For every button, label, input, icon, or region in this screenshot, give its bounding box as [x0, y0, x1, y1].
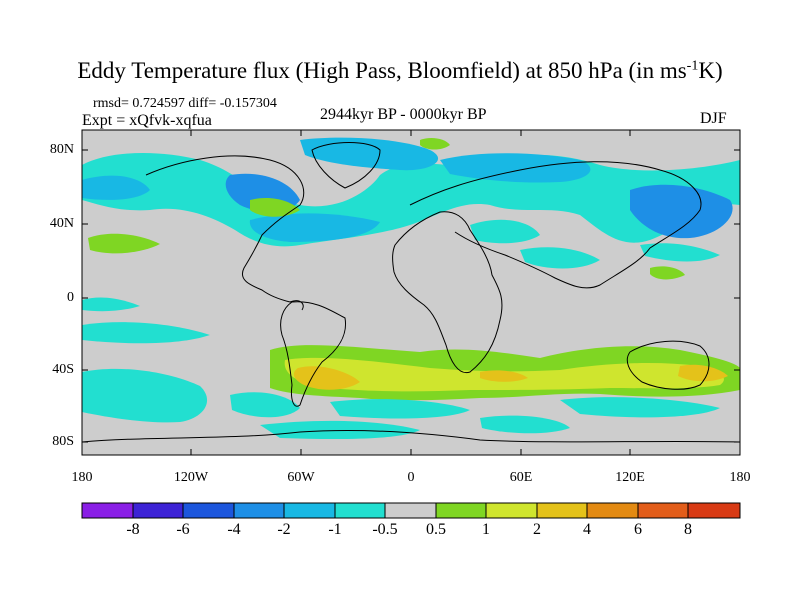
colorbar-swatch-6 [384, 502, 437, 519]
colorbar-label: -1 [328, 521, 342, 538]
lat-label: 80S [52, 434, 74, 449]
contour-antarctic [260, 420, 420, 440]
contour-south-orange-3 [480, 370, 528, 382]
colorbar-label: 0.5 [426, 521, 446, 538]
coast-eurasia [409, 161, 702, 289]
colorbar-swatch-10 [586, 502, 639, 519]
contour-north-green [420, 137, 450, 150]
experiment-label: Expt = xQfvk-xqfua [82, 112, 212, 129]
colorbar-label: -8 [126, 521, 140, 538]
plot-title: Eddy Temperature flux (High Pass, Bloomf… [77, 58, 723, 83]
lon-label: 60W [287, 470, 315, 485]
colorbar-swatch-11 [637, 502, 689, 519]
colorbar-label: -6 [176, 521, 190, 538]
colorbar-swatch-9 [536, 502, 588, 519]
lon-label: 120E [615, 470, 645, 485]
period-label: 2944kyr BP - 0000kyr BP [320, 106, 487, 123]
coast-greenland [311, 142, 381, 189]
colorbar-label: -0.5 [372, 521, 398, 538]
contour-arabian [520, 247, 600, 269]
colorbar-label: 1 [482, 521, 490, 538]
colorbar-label: 8 [684, 521, 692, 538]
contour-pacific-west [88, 233, 160, 254]
contour-south-cyan-2 [230, 392, 300, 418]
contour-eurasia [440, 153, 591, 183]
colorbar-swatch-2 [182, 502, 235, 519]
contour-atlantic-west [249, 213, 380, 242]
coast-south-america [280, 301, 347, 407]
coast-europe-africa [392, 211, 503, 374]
coast-australia [626, 340, 710, 390]
lon-label: 120W [173, 470, 209, 485]
coastlines [82, 142, 740, 443]
contour-south-orange-2 [678, 364, 728, 382]
contour-pacific-east [640, 243, 720, 262]
stats-label: rmsd= 0.724597 diff= -0.157304 [93, 96, 277, 111]
contour-north-pacific [630, 184, 733, 239]
lon-label: 180 [71, 470, 93, 485]
colorbar-swatch-4 [283, 502, 336, 519]
season-label: DJF [700, 110, 727, 127]
contour-tropical-south-pacific [82, 322, 210, 344]
lat-label: 40S [52, 362, 74, 377]
axis-ticks [81, 130, 741, 455]
colorbar-label: -2 [277, 521, 291, 538]
colorbar-label: 4 [583, 521, 591, 538]
contour-south-cyan-1 [82, 368, 208, 423]
contour-south-cyan-3 [330, 399, 470, 419]
colorbar-swatch-1 [132, 502, 184, 519]
contour-northwest [82, 175, 150, 200]
colorbar-label: 2 [533, 521, 541, 538]
coast-antarctica [82, 429, 740, 443]
colorbar-swatch-3 [233, 502, 285, 519]
anomaly-field [82, 130, 740, 455]
colorbar-swatch-8 [485, 502, 538, 519]
colorbar-swatch-12 [687, 502, 741, 519]
lat-label: 40N [49, 216, 74, 231]
coast-north-america [145, 155, 305, 311]
lat-label: 0 [67, 290, 74, 305]
contour-pacific-west-2 [250, 198, 300, 217]
lat-label: 80N [49, 142, 74, 157]
lon-label: 180 [729, 470, 751, 485]
colorbar [81, 502, 741, 519]
contour-greenland [300, 137, 439, 171]
lon-label: 0 [407, 470, 415, 485]
colorbar-swatch-5 [334, 502, 386, 519]
colorbar-label: -4 [227, 521, 241, 538]
colorbar-swatch-0 [81, 502, 134, 519]
colorbar-swatch-7 [435, 502, 487, 519]
colorbar-label: 6 [634, 521, 642, 538]
contour-south-cyan-5 [480, 415, 570, 434]
contour-tropical-east-pacific [82, 297, 140, 312]
contour-pacific-green-right [650, 266, 685, 280]
contour-south-cyan-4 [560, 397, 720, 418]
contour-south-orange-1 [293, 366, 360, 390]
lon-label: 60E [509, 470, 533, 485]
contour-mid-east [470, 219, 540, 244]
